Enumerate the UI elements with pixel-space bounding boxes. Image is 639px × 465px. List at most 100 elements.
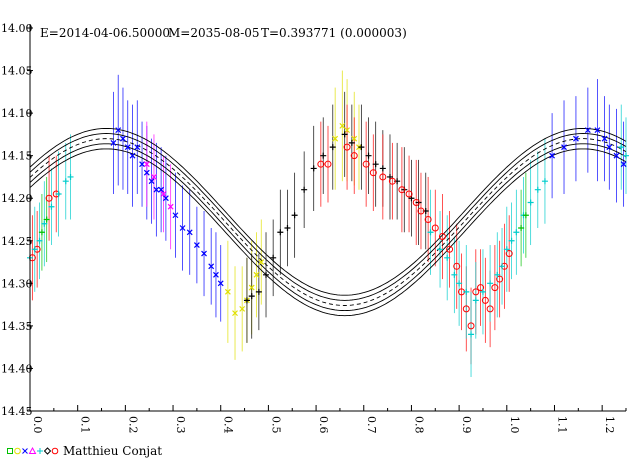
- data-point: [31, 246, 38, 253]
- data-point: [143, 169, 150, 176]
- x-tick-label: 0.2: [126, 416, 139, 434]
- data-point: [224, 288, 231, 295]
- data-point: [351, 135, 358, 142]
- model-curves-layer: [29, 127, 627, 317]
- data-point: [284, 225, 291, 232]
- data-point: [561, 144, 567, 151]
- data-point: [255, 288, 262, 295]
- data-point: [139, 161, 145, 168]
- data-point: [601, 135, 608, 142]
- data-point: [208, 263, 215, 270]
- data-point: [179, 225, 186, 231]
- data-point: [379, 173, 387, 181]
- data-point: [491, 284, 499, 292]
- data-point: [348, 139, 355, 146]
- x-tick-label: 0.6: [317, 416, 330, 434]
- legend-symbol: [14, 447, 21, 455]
- data-point: [248, 293, 255, 300]
- data-point: [508, 237, 515, 244]
- y-tick-label: 14.15: [1, 150, 33, 163]
- x-tick-label: 0.0: [31, 416, 44, 434]
- epoch-label: E=2014-04-06.50000: [40, 26, 170, 40]
- data-point: [172, 212, 179, 219]
- data-point: [417, 207, 425, 215]
- data-point: [518, 225, 525, 232]
- data-point: [341, 131, 348, 138]
- legend-symbol: [22, 448, 28, 454]
- data-point: [344, 127, 350, 134]
- data-point: [324, 160, 332, 168]
- error-bars-layer: [29, 70, 627, 377]
- model-curve-band: [29, 148, 627, 317]
- observer-credit: Matthieu Conjat: [63, 444, 162, 458]
- axes-frame: [29, 24, 626, 412]
- data-point: [467, 322, 475, 330]
- model-curve-band: [29, 143, 627, 312]
- data-point: [115, 127, 122, 134]
- data-point: [479, 288, 486, 295]
- data-point: [372, 161, 379, 168]
- data-point: [201, 250, 207, 257]
- data-point: [124, 144, 131, 151]
- legend-symbol: [51, 447, 59, 455]
- data-point: [339, 122, 346, 129]
- data-point: [472, 297, 479, 304]
- data-point: [503, 246, 510, 253]
- data-point: [468, 331, 475, 338]
- data-point: [263, 271, 270, 278]
- data-point: [120, 135, 126, 142]
- data-point: [444, 254, 451, 261]
- data-point: [329, 144, 336, 151]
- x-tick-label: 0.9: [460, 416, 473, 434]
- data-point: [513, 229, 520, 236]
- legend-symbols: [7, 446, 59, 455]
- data-point: [549, 152, 556, 159]
- data-point: [110, 139, 117, 146]
- data-point: [239, 305, 246, 312]
- data-point: [253, 271, 260, 278]
- data-point: [486, 305, 494, 313]
- data-point: [446, 245, 454, 253]
- data-point: [217, 280, 224, 287]
- data-point: [534, 186, 541, 193]
- x-tick-label: 0.5: [269, 416, 282, 434]
- data-point: [494, 271, 501, 278]
- data-point: [232, 310, 238, 317]
- data-point: [573, 135, 579, 142]
- data-point: [43, 216, 50, 223]
- data-point: [388, 177, 396, 185]
- data-point: [365, 152, 372, 159]
- data-point: [277, 229, 284, 236]
- data-point: [258, 259, 265, 265]
- data-point: [379, 165, 386, 172]
- data-point: [477, 284, 485, 292]
- data-point: [162, 195, 169, 202]
- data-point: [48, 203, 55, 210]
- data-point: [456, 280, 463, 287]
- legend-symbol: [28, 446, 37, 454]
- x-axis-ticks: 0.0 0.1 0.2 0.3 0.4 0.5 0.6 0.7 0.8 0.9 1.0 1.1 1.2: [29, 405, 627, 434]
- data-point: [186, 229, 193, 236]
- data-point: [412, 198, 420, 206]
- data-point: [499, 263, 506, 270]
- y-tick-label: 14.25: [1, 235, 33, 248]
- legend-symbol: [43, 447, 52, 455]
- data-point: [129, 152, 136, 159]
- data-point: [350, 152, 358, 160]
- data-point: [213, 271, 219, 278]
- data-point: [41, 220, 48, 227]
- data-point: [151, 174, 157, 180]
- data-point: [594, 127, 601, 134]
- x-tick-label: 1.1: [555, 416, 568, 434]
- data-points-layer: [27, 122, 629, 338]
- y-tick-label: 14.10: [1, 107, 33, 120]
- data-point: [134, 144, 141, 151]
- data-point: [270, 254, 277, 261]
- x-tick-label: 0.7: [365, 416, 378, 434]
- data-point: [527, 199, 534, 206]
- data-point: [606, 144, 613, 151]
- data-point: [67, 173, 74, 180]
- x-tick-label: 1.2: [603, 416, 616, 434]
- data-point: [438, 233, 446, 241]
- data-point: [405, 190, 413, 198]
